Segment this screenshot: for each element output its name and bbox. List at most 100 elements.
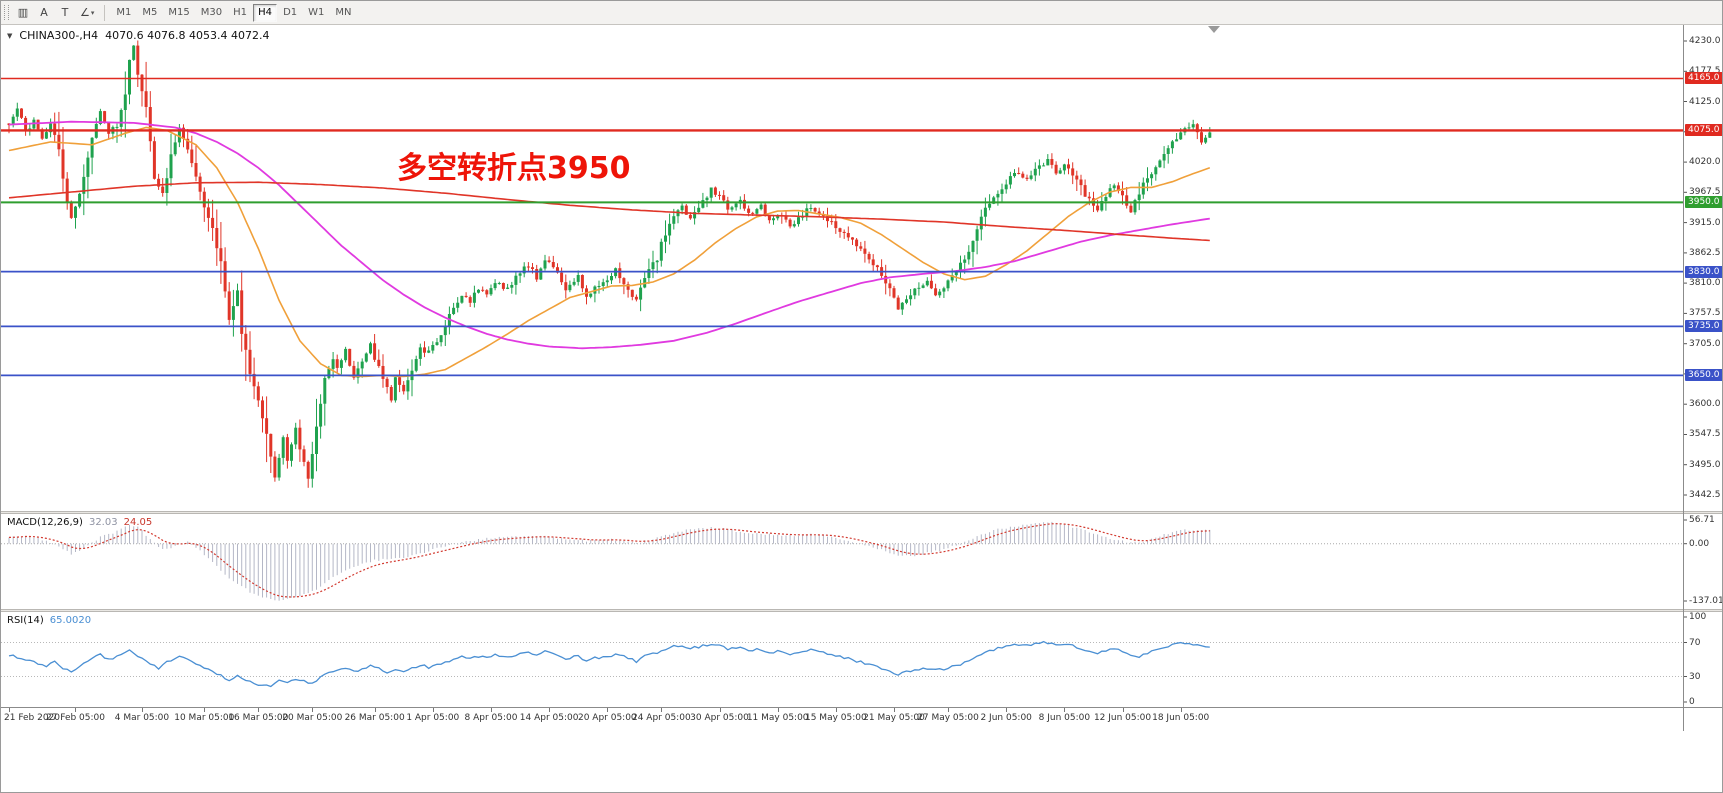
time-axis-tick [894, 708, 895, 712]
rsi-axis-label: 100 [1689, 612, 1707, 622]
macd-main-value: 32.03 [88, 517, 118, 528]
price-level-tag: 3650.0 [1685, 369, 1722, 382]
ohlc-values: 4070.6 4076.8 4053.4 4072.4 [105, 29, 270, 42]
time-axis-tick [258, 708, 260, 712]
timeframe-button-m5[interactable]: M5 [142, 7, 158, 18]
price-level-tag: 3950.0 [1685, 196, 1722, 209]
y-axis-tick-label: 3547.5 [1689, 429, 1721, 440]
price-level-tag: 3830.0 [1685, 265, 1722, 278]
chart-menu-icon[interactable]: ▼ [7, 31, 13, 40]
time-axis-tick [75, 708, 77, 712]
toolbar: ▥ A T ∠ ▾ M1 M5 M15 M30 H1 H4 D1 W1 MN [1, 1, 1722, 25]
timeframe-button-m30[interactable]: M30 [200, 7, 223, 18]
time-axis-label[interactable]: 27 May 05:00 [917, 713, 979, 723]
time-axis-label[interactable]: 12 Jun 05:00 [1093, 713, 1152, 723]
timeframe-button-mn[interactable]: MN [335, 7, 352, 18]
y-axis-tick-label: 3705.0 [1689, 338, 1721, 349]
time-axis-label[interactable]: 4 Mar 05:00 [114, 713, 170, 723]
y-axis-tick-label: 3600.0 [1689, 399, 1721, 410]
price-level-tag: 3735.0 [1685, 320, 1722, 333]
time-axis-tick [835, 708, 837, 712]
timeframe-buttons-group: M1 M5 M15 M30 H1 H4 D1 W1 MN [111, 3, 356, 22]
y-axis-tick-label: 3915.0 [1689, 217, 1721, 228]
y-axis-tick-label: 4125.0 [1689, 96, 1721, 107]
macd-axis-label: 56.71 [1689, 515, 1715, 525]
timeframe-button-h4[interactable]: H4 [253, 3, 278, 22]
time-axis-label[interactable]: 8 Jun 05:00 [1038, 713, 1091, 723]
time-axis-label[interactable]: 27 Feb 05:00 [45, 713, 105, 723]
time-axis-tick [719, 708, 721, 712]
toolbar-gripper[interactable] [4, 5, 9, 20]
panel-splitter[interactable] [1, 511, 1722, 514]
time-axis-label[interactable]: 20 Apr 05:00 [577, 713, 637, 723]
rsi-panel[interactable]: RSI(14) 65.0020 [1, 612, 1723, 707]
timeframe-button-m15[interactable]: M15 [168, 7, 190, 18]
time-axis-tick [948, 708, 950, 712]
macd-indicator-name: MACD(12,26,9) [7, 517, 83, 528]
time-axis-label[interactable]: 1 Apr 05:00 [406, 713, 460, 723]
chart-shift-marker[interactable] [1208, 26, 1220, 33]
macd-axis-label: -137.01 [1689, 595, 1723, 606]
y-axis-tick-label: 3862.5 [1689, 247, 1721, 258]
timeframe-button-h1[interactable]: H1 [233, 7, 248, 18]
y-axis-tick-label: 3757.5 [1689, 308, 1721, 319]
rsi-value: 65.0020 [49, 615, 92, 626]
timeframe-button-d1[interactable]: D1 [283, 7, 298, 18]
macd-axis-label: 0.00 [1689, 538, 1710, 549]
chart-annotation-text: 多空转折点3950 [397, 151, 631, 186]
time-axis-label[interactable]: 2 Jun 05:00 [980, 713, 1032, 723]
rsi-label: RSI(14) 65.0020 [7, 615, 91, 626]
time-axis-tick [1180, 708, 1182, 712]
rsi-indicator-name: RSI(14) [7, 615, 44, 626]
chart-bars-icon[interactable]: ▥ [17, 6, 29, 19]
label-tool-icon[interactable]: T [61, 6, 69, 19]
rsi-axis-label: 70 [1689, 637, 1701, 648]
y-axis-tick-label: 3442.5 [1689, 489, 1721, 500]
toolbar-separator [104, 4, 106, 21]
macd-canvas[interactable] [1, 514, 1723, 609]
rsi-canvas[interactable] [1, 612, 1723, 707]
time-axis-tick [777, 708, 779, 712]
time-axis-label[interactable]: 15 May 05:00 [804, 713, 867, 723]
macd-signal-line [8, 523, 1210, 598]
time-axis-label[interactable]: 20 Mar 05:00 [282, 713, 343, 723]
time-axis-label[interactable]: 21 Feb 2020 [4, 713, 61, 723]
time-axis-label[interactable]: 21 May 05:00 [863, 713, 925, 723]
angle-tool-icon[interactable]: ∠ ▾ [80, 6, 95, 19]
time-axis-label[interactable]: 18 Jun 05:00 [1152, 713, 1210, 723]
timeframe-button-m1[interactable]: M1 [116, 7, 132, 18]
time-axis-tick [1006, 708, 1008, 712]
chart-title: ▼ CHINA300-,H4 4070.6 4076.8 4053.4 4072… [7, 29, 270, 42]
candles-layer [7, 40, 1212, 488]
time-axis[interactable] [1, 707, 1722, 731]
macd-signal-value: 24.05 [123, 517, 153, 528]
price-chart-canvas[interactable] [1, 25, 1723, 511]
time-axis-label[interactable]: 14 Apr 05:00 [519, 713, 579, 723]
time-axis-tick [312, 708, 314, 712]
time-axis-label[interactable]: 26 Mar 05:00 [344, 713, 405, 723]
y-axis-tick-label: 4020.0 [1689, 157, 1721, 168]
price-level-tag: 4075.0 [1685, 124, 1722, 137]
time-axis-label[interactable]: 10 Mar 05:00 [174, 713, 235, 723]
time-axis-label[interactable]: 8 Apr 05:00 [464, 713, 518, 723]
time-axis-tick [607, 708, 609, 712]
panel-splitter[interactable] [1, 609, 1722, 612]
price-chart-panel[interactable]: ▼ CHINA300-,H4 4070.6 4076.8 4053.4 4072… [1, 25, 1723, 511]
y-axis-tick-label: 3810.0 [1689, 278, 1721, 289]
time-axis-label[interactable]: 11 May 05:00 [746, 713, 809, 723]
time-axis-tick [1122, 708, 1124, 712]
text-annotation-icon[interactable]: A [40, 6, 48, 19]
time-axis-tick [374, 708, 376, 712]
timeframe-button-w1[interactable]: W1 [308, 7, 325, 18]
time-axis-tick [141, 708, 143, 712]
rsi-axis-label: 30 [1689, 671, 1701, 682]
time-axis-label[interactable]: 30 Apr 05:00 [690, 713, 749, 723]
time-axis-label[interactable]: 24 Apr 05:00 [631, 713, 691, 723]
macd-panel[interactable]: MACD(12,26,9) 32.03 24.05 [1, 514, 1723, 609]
price-level-tag: 4165.0 [1685, 72, 1722, 85]
y-axis-tick-label: 4177.5 [1689, 66, 1721, 77]
bottom-filler [1, 731, 1722, 792]
time-axis-label[interactable]: 16 Mar 05:00 [228, 713, 289, 723]
time-axis-tick [549, 708, 551, 712]
